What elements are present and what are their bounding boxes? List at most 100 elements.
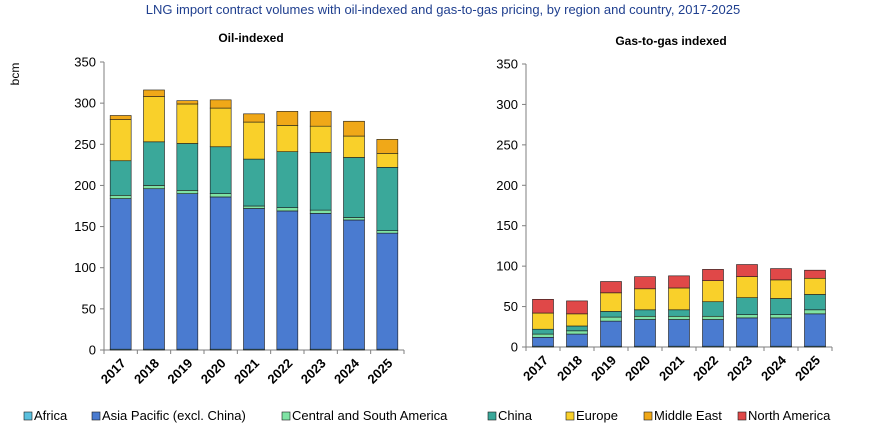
y-tick-label: 100 [74, 260, 96, 275]
bar-segment-central-and-south-america-2021 [243, 205, 265, 209]
x-tick-label: 2018 [131, 356, 162, 387]
bar-segment-china-2018 [143, 141, 165, 186]
bar-segment-asia-pacific-excl-china-2021 [668, 319, 690, 347]
bar-segment-asia-pacific-excl-china-2019 [176, 193, 199, 350]
legend: Africa Asia Pacific (excl. China) Central … [23, 408, 831, 423]
bar-segment-middle-east-2022 [276, 111, 299, 126]
legend-swatch-africa [23, 411, 33, 421]
bar-segment-middle-east-2024 [343, 120, 365, 137]
bar-segment-asia-pacific-excl-china-2022 [702, 319, 724, 347]
bar-segment-central-and-south-america-2020 [209, 193, 232, 198]
legend-label-asia-pacific-excl-china: Asia Pacific (excl. China) [102, 408, 246, 423]
bar-segment-china-2024 [343, 157, 365, 218]
legend-label-africa: Africa [34, 408, 68, 423]
bar-segment-europe-2023 [736, 276, 758, 298]
bar-segment-north-america-2024 [770, 268, 792, 281]
bar-segment-asia-pacific-excl-china-2025 [376, 232, 399, 350]
bar-segment-china-2024 [770, 298, 792, 315]
x-tick-label: 2023 [724, 353, 755, 384]
bar-segment-asia-pacific-excl-china-2021 [243, 208, 265, 350]
legend-swatch-europe [565, 411, 575, 421]
bar-segment-north-america-2020 [634, 276, 656, 290]
bar-segment-europe-2025 [376, 153, 399, 168]
x-tick-label: 2025 [792, 353, 823, 384]
bar-segment-north-america-2017 [532, 298, 554, 314]
bar-segment-north-america-2019 [600, 281, 622, 294]
legend-label-china: China [498, 408, 533, 423]
bar-segment-asia-pacific-excl-china-2017 [109, 198, 132, 350]
y-tick-label: 300 [496, 97, 518, 112]
bar-segment-central-and-south-america-2020 [634, 315, 656, 320]
legend-swatch-china [487, 411, 497, 421]
x-tick-label: 2020 [198, 356, 229, 387]
x-tick-label: 2020 [622, 353, 653, 384]
bar-segment-central-and-south-america-2022 [702, 315, 724, 320]
figure-title: LNG import contract volumes with oil-ind… [146, 2, 740, 17]
gas-to-gas-panel: Gas-to-gas indexed 0 50 100 150 200 250 300 350 2… [496, 34, 833, 384]
bar-segment-china-2019 [600, 311, 622, 318]
bar-segment-asia-pacific-excl-china-2025 [804, 313, 826, 347]
legend-label-north-america: North America [748, 408, 831, 423]
y-tick-label: 350 [74, 55, 96, 70]
x-tick-label: 2022 [264, 356, 295, 387]
bar-segment-china-2018 [566, 325, 588, 332]
x-tick-label: 2025 [364, 356, 395, 387]
bar-segment-europe-2020 [209, 107, 232, 148]
bar-segment-central-and-south-america-2021 [668, 315, 690, 320]
bar-segment-asia-pacific-excl-china-2024 [770, 317, 792, 347]
bar-segment-middle-east-2021 [243, 113, 265, 123]
bar-segment-asia-pacific-excl-china-2017 [532, 336, 554, 347]
bar-segment-china-2023 [309, 152, 332, 211]
legend-swatch-asia-pacific-excl-china [91, 411, 101, 421]
y-tick-label: 100 [496, 259, 518, 274]
bar-segment-china-2019 [176, 143, 199, 191]
bar-segment-europe-2017 [109, 119, 132, 162]
y-tick-label: 0 [511, 340, 518, 355]
bar-segment-china-2021 [243, 158, 265, 207]
x-tick-label: 2021 [231, 356, 262, 387]
x-tick-label: 2019 [164, 356, 195, 387]
y-axis-label: bcm [8, 63, 22, 86]
bar-segment-middle-east-2025 [376, 139, 399, 154]
bar-segment-europe-2025 [804, 277, 826, 295]
y-tick-label: 150 [74, 219, 96, 234]
bar-segment-central-and-south-america-2024 [770, 314, 792, 319]
y-tick-label: 200 [74, 178, 96, 193]
y-tick-label: 50 [82, 301, 96, 316]
y-tick-label: 250 [74, 137, 96, 152]
bar-segment-china-2017 [109, 160, 132, 196]
bar-segment-north-america-2022 [702, 269, 724, 281]
y-tick-label: 300 [74, 96, 96, 111]
bar-segment-north-america-2025 [804, 269, 826, 279]
bar-segment-central-and-south-america-2023 [736, 314, 758, 319]
bar-segment-europe-2020 [634, 288, 656, 311]
legend-label-europe: Europe [576, 408, 618, 423]
bar-segment-central-and-south-america-2023 [309, 209, 332, 214]
bar-segment-asia-pacific-excl-china-2018 [566, 333, 588, 347]
bar-segment-central-and-south-america-2022 [276, 207, 299, 212]
y-tick-label: 0 [89, 343, 96, 358]
bar-segment-europe-2022 [276, 125, 299, 152]
legend-swatch-central-and-south-america [281, 411, 291, 421]
bar-segment-north-america-2023 [736, 264, 758, 277]
x-tick-label: 2017 [520, 353, 551, 384]
bar-segment-europe-2021 [243, 121, 265, 160]
x-tick-label: 2018 [554, 353, 585, 384]
bar-segment-central-and-south-america-2017 [109, 195, 132, 199]
bar-segment-central-and-south-america-2024 [343, 217, 365, 221]
bar-segment-north-america-2021 [668, 275, 690, 289]
x-tick-label: 2019 [588, 353, 619, 384]
x-tick-label: 2024 [331, 355, 363, 387]
bar-segment-central-and-south-america-2018 [143, 185, 165, 190]
bar-segment-asia-pacific-excl-china-2024 [343, 219, 365, 350]
x-tick-label: 2023 [298, 356, 329, 387]
bar-segment-middle-east-2018 [143, 89, 165, 97]
y-tick-label: 350 [496, 57, 518, 72]
bar-segment-central-and-south-america-2025 [376, 230, 399, 234]
bar-segment-europe-2023 [309, 125, 332, 153]
bar-segment-china-2021 [668, 309, 690, 317]
bar-segment-asia-pacific-excl-china-2023 [309, 213, 332, 350]
bar-segment-europe-2022 [702, 280, 724, 303]
bar-segment-china-2025 [804, 294, 826, 311]
bar-segment-central-and-south-america-2019 [600, 316, 622, 322]
